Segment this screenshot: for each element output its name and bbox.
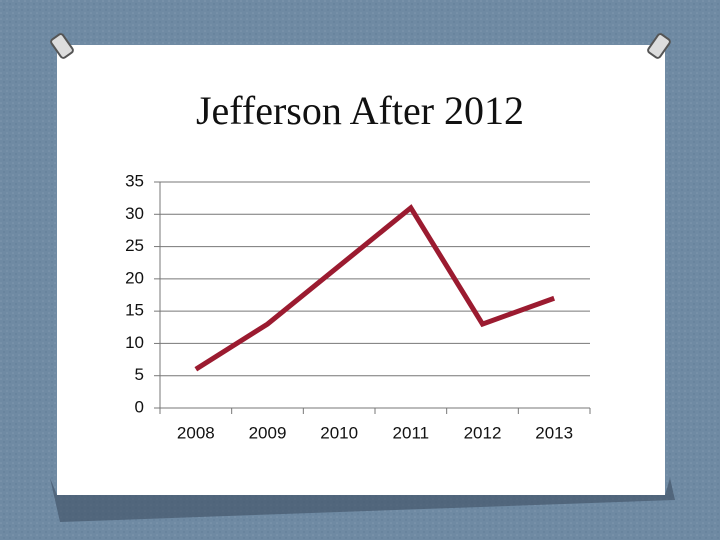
y-tick-label: 35 [125,171,144,190]
panel [57,45,665,495]
x-tick-label: 2013 [535,423,573,442]
pin-right [647,33,671,59]
line [194,204,556,372]
x-tick-label: 2010 [320,423,358,442]
y-tick-label: 25 [125,236,144,255]
y-tick-label: 20 [125,268,144,287]
y-tick-label: 5 [135,365,144,384]
y-tick-label: 0 [135,397,144,416]
y-tick-label: 15 [125,301,144,320]
chart-title: Jefferson After 2012 [196,88,524,133]
x-tick-label: 2011 [393,423,430,442]
pin-left [50,33,74,59]
y-tick-label: 30 [125,204,144,223]
x-tick-label: 2009 [249,423,287,442]
panel-shadow [50,478,675,522]
y-tick-label: 10 [125,333,144,352]
x-tick-label: 2008 [177,423,215,442]
x-tick-label: 2012 [464,423,502,442]
